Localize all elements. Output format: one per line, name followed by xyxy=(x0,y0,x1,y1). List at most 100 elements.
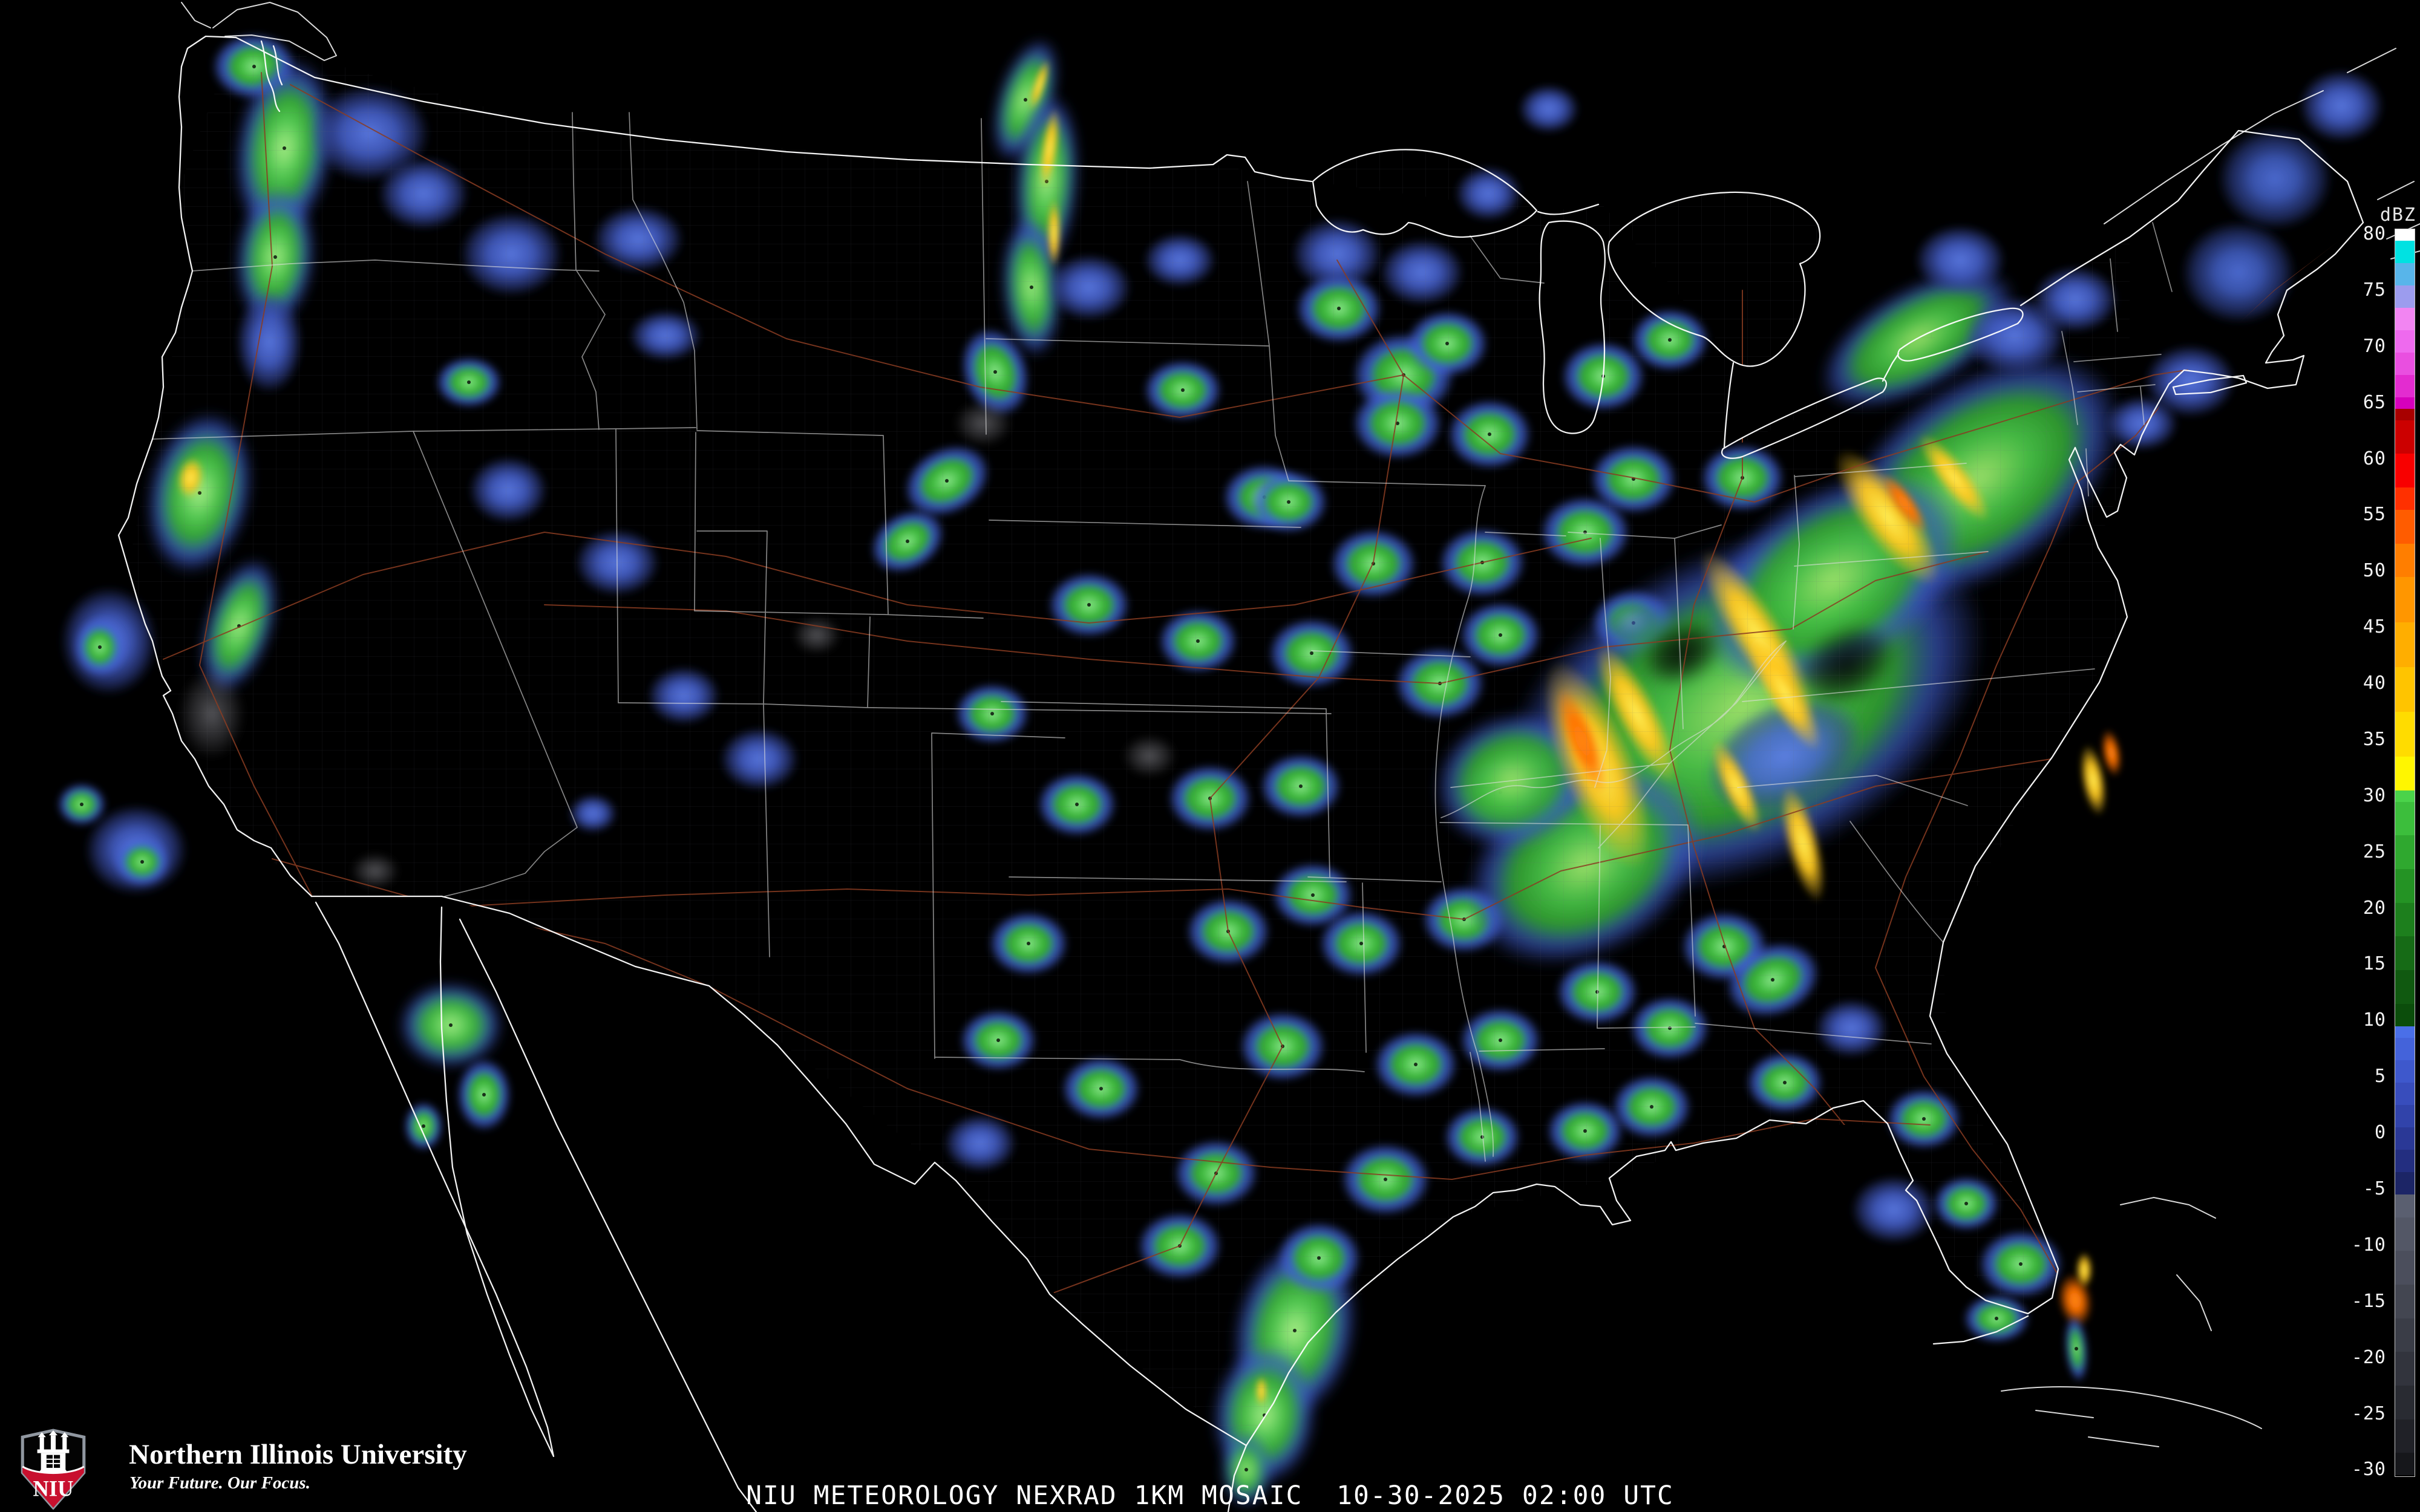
colorbar-segment xyxy=(2395,274,2415,285)
colorbar-segment xyxy=(2395,476,2415,487)
colorbar-segment xyxy=(2395,948,2415,959)
radar-echo-y xyxy=(2076,1252,2093,1288)
colorbar-segment xyxy=(2395,1015,2415,1026)
colorbar-segment xyxy=(2395,1217,2415,1229)
colorbar-segment xyxy=(2395,364,2415,376)
colorbar-segment xyxy=(2395,397,2415,409)
radar-site-dot xyxy=(422,1124,425,1128)
radar-echo-B xyxy=(2217,127,2332,230)
colorbar-tick-25: 25 xyxy=(2318,842,2386,862)
colorbar-segment xyxy=(2395,667,2415,679)
colorbar-segment xyxy=(2395,386,2415,398)
colorbar-tick-15: 15 xyxy=(2318,954,2386,974)
colorbar-segment xyxy=(2395,443,2415,454)
colorbar-tick-40: 40 xyxy=(2318,674,2386,693)
colorbar-segment xyxy=(2395,544,2415,555)
colorbar-segment xyxy=(2395,263,2415,275)
radar-site-dot xyxy=(1995,1317,1998,1320)
colorbar-segment xyxy=(2395,656,2415,667)
colorbar-segment xyxy=(2395,1251,2415,1262)
colorbar-segment xyxy=(2395,308,2415,319)
university-name: Northern Illinois University xyxy=(129,1441,467,1469)
colorbar-tick-55: 55 xyxy=(2318,505,2386,524)
colorbar-tick-5: 5 xyxy=(2318,1067,2386,1086)
colorbar-segment xyxy=(2395,1295,2415,1307)
colorbar-segment xyxy=(2395,679,2415,690)
radar-mosaic-screen: dBZ 80757065605550454035302520151050-5-1… xyxy=(0,0,2420,1512)
radar-echo-b xyxy=(2299,70,2384,142)
colorbar-segment xyxy=(2395,1038,2415,1049)
colorbar-segment xyxy=(2395,622,2415,634)
colorbar-segment xyxy=(2395,1004,2415,1015)
colorbar-unit-label: dBZ xyxy=(2345,204,2416,226)
colorbar-segment xyxy=(2395,1139,2415,1150)
colorbar-segment xyxy=(2395,992,2415,1004)
colorbar-segment xyxy=(2395,1049,2415,1060)
colorbar-segment xyxy=(2395,925,2415,937)
colorbar-segment xyxy=(2395,633,2415,645)
colorbar-segment xyxy=(2395,409,2415,420)
product-caption: NIU METEOROLOGY NEXRAD 1KM MOSAIC 10-30-… xyxy=(746,1481,1674,1511)
colorbar-segment xyxy=(2395,1419,2415,1431)
colorbar-segment xyxy=(2395,1273,2415,1285)
radar-echo-b xyxy=(1915,225,2006,295)
colorbar-segment xyxy=(2395,1386,2415,1397)
colorbar-segment xyxy=(2395,566,2415,578)
radar-site-dot xyxy=(1024,98,1027,102)
colorbar-segment xyxy=(2395,813,2415,824)
colorbar-tick--10: -10 xyxy=(2318,1236,2386,1255)
radar-site-dot xyxy=(140,860,144,864)
colorbar-segment xyxy=(2395,588,2415,600)
colorbar-segment xyxy=(2395,342,2415,353)
colorbar-segment xyxy=(2395,1150,2415,1161)
colorbar-segment xyxy=(2395,420,2415,432)
colorbar-tick-0: 0 xyxy=(2318,1123,2386,1142)
colorbar-segment xyxy=(2395,1408,2415,1419)
colorbar-segment xyxy=(2395,1307,2415,1318)
colorbar-segment xyxy=(2395,1116,2415,1127)
colorbar-segment xyxy=(2395,1453,2415,1464)
colorbar-segment xyxy=(2395,330,2415,342)
colorbar-segment xyxy=(2395,1318,2415,1330)
colorbar-tick-60: 60 xyxy=(2318,449,2386,469)
colorbar-segment xyxy=(2395,611,2415,622)
colorbar-segment xyxy=(2395,1240,2415,1251)
radar-echo-b xyxy=(1519,85,1579,133)
colorbar-segment xyxy=(2395,970,2415,982)
colorbar-tick-65: 65 xyxy=(2318,393,2386,412)
colorbar-segment xyxy=(2395,746,2415,757)
colorbar-tick-45: 45 xyxy=(2318,618,2386,637)
colorbar-tick-35: 35 xyxy=(2318,730,2386,749)
colorbar-tick-50: 50 xyxy=(2318,561,2386,581)
radar-echo-B xyxy=(2181,221,2296,324)
colorbar-segment xyxy=(2395,1464,2415,1476)
colorbar-segment xyxy=(2395,645,2415,656)
colorbar-segment xyxy=(2395,891,2415,903)
colorbar-segment xyxy=(2395,824,2415,836)
colorbar-segment xyxy=(2395,1105,2415,1116)
colorbar-segment xyxy=(2395,510,2415,521)
radar-site-dot xyxy=(482,1093,486,1097)
radar-site-dot xyxy=(449,1023,453,1027)
colorbar-segment xyxy=(2395,1341,2415,1352)
colorbar-tick-70: 70 xyxy=(2318,337,2386,356)
colorbar-segment xyxy=(2395,1071,2415,1083)
colorbar-segment xyxy=(2395,252,2415,263)
radar-site-dot xyxy=(1244,1468,1248,1471)
colorbar-segment xyxy=(2395,1206,2415,1217)
colorbar-segment xyxy=(2395,555,2415,566)
colorbar-tick-20: 20 xyxy=(2318,899,2386,918)
colorbar-segment xyxy=(2395,757,2415,768)
colorbar-segment xyxy=(2395,689,2415,701)
colorbar-segment xyxy=(2395,1060,2415,1072)
colorbar-segment xyxy=(2395,1228,2415,1240)
colorbar-segment xyxy=(2395,1285,2415,1296)
colorbar-segment xyxy=(2395,577,2415,588)
colorbar-segment xyxy=(2395,285,2415,297)
colorbar-segment xyxy=(2395,701,2415,712)
county-borders xyxy=(127,36,2130,1452)
colorbar-segment xyxy=(2395,1083,2415,1094)
colorbar-segment xyxy=(2395,802,2415,813)
colorbar-segment xyxy=(2395,487,2415,499)
colorbar-segment xyxy=(2395,734,2415,746)
